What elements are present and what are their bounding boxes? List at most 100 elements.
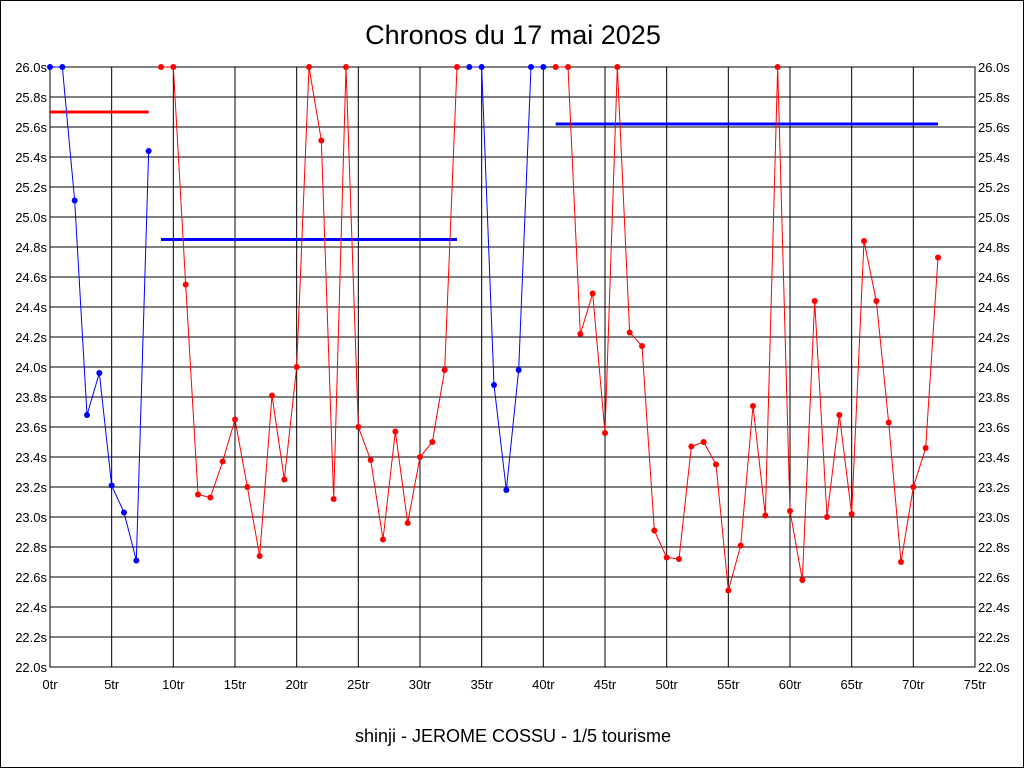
x-axis: 0tr 5tr 10tr 15tr 20tr 25tr 30tr 35tr 40tr 45tr 50… <box>42 677 986 692</box>
data-point <box>787 508 793 514</box>
data-point <box>219 458 226 465</box>
data-point <box>182 281 189 288</box>
data-point <box>343 64 349 70</box>
series-line <box>161 66 458 557</box>
chart-title: Chronos du 17 mai 2025 <box>365 20 661 50</box>
data-point <box>330 496 337 502</box>
x-tick-label: 20tr <box>285 677 308 692</box>
series-2 <box>158 64 460 559</box>
data-point <box>602 430 608 436</box>
data-point <box>244 484 251 490</box>
data-point <box>269 392 275 399</box>
data-point <box>207 494 214 501</box>
data-point <box>885 419 892 426</box>
data-point <box>935 254 941 261</box>
data-point <box>811 298 818 304</box>
x-tick-label: 35tr <box>470 677 493 692</box>
data-point <box>47 64 53 70</box>
y-tick-label-left: 24.8s <box>15 240 47 255</box>
y-tick-label-left: 25.4s <box>15 150 47 165</box>
x-tick-label: 55tr <box>717 677 740 692</box>
data-point <box>589 290 596 297</box>
data-point <box>861 238 867 244</box>
data-point <box>663 554 670 561</box>
x-tick-label: 75tr <box>964 677 987 692</box>
x-tick-label: 40tr <box>532 677 555 692</box>
y-axis-left: 22.0s 22.2s 22.4s 22.6s 22.8s 23.0s 23.2s 23.4s… <box>15 60 47 675</box>
y-tick-label-left: 25.2s <box>15 180 47 195</box>
data-point <box>195 491 201 498</box>
y-tick-label-right: 24.6s <box>978 270 1010 285</box>
data-point <box>515 367 522 373</box>
data-point <box>441 367 448 373</box>
y-tick-label-right: 23.6s <box>978 420 1010 435</box>
data-point <box>232 416 238 423</box>
data-point <box>774 64 781 70</box>
data-point <box>503 487 510 493</box>
y-tick-label-right: 25.0s <box>978 210 1010 225</box>
data-point <box>404 520 411 526</box>
y-tick-label-right: 23.0s <box>978 510 1010 525</box>
data-point <box>84 412 90 418</box>
y-tick-label-left: 26.0s <box>15 60 47 75</box>
data-point <box>651 527 658 534</box>
y-tick-label-left: 25.0s <box>15 210 47 225</box>
data-point <box>565 64 571 70</box>
data-point <box>306 64 312 70</box>
series-3 <box>466 64 547 493</box>
data-point <box>762 512 769 519</box>
data-point <box>799 577 806 583</box>
y-tick-label-left: 22.0s <box>15 660 47 675</box>
data-point <box>417 454 423 460</box>
y-tick-label-left: 23.6s <box>15 420 47 435</box>
series-1 <box>47 64 152 564</box>
y-tick-label-right: 24.8s <box>978 240 1010 255</box>
series-group <box>47 64 941 594</box>
data-point <box>293 364 300 370</box>
data-point <box>676 556 682 562</box>
x-tick-label: 25tr <box>347 677 370 692</box>
x-tick-label: 60tr <box>779 677 802 692</box>
data-point <box>639 343 645 349</box>
y-tick-label-right: 24.2s <box>978 330 1010 345</box>
data-point <box>725 587 732 594</box>
series-line <box>50 66 150 561</box>
average-lines <box>50 110 938 241</box>
x-tick-label: 10tr <box>162 677 185 692</box>
x-tick-label: 50tr <box>655 677 678 692</box>
x-tick-label: 0tr <box>42 677 58 692</box>
y-tick-label-left: 22.6s <box>15 570 47 585</box>
data-point <box>626 329 633 336</box>
y-tick-label-right: 25.6s <box>978 120 1010 135</box>
y-tick-label-right: 22.0s <box>978 660 1010 675</box>
y-tick-label-left: 24.6s <box>15 270 47 285</box>
y-tick-label-right: 25.4s <box>978 150 1010 165</box>
y-tick-label-left: 22.2s <box>15 630 47 645</box>
y-tick-label-right: 23.4s <box>978 450 1010 465</box>
data-point <box>873 298 880 304</box>
data-point <box>848 511 855 517</box>
series-line <box>555 66 939 591</box>
data-point <box>170 64 177 70</box>
y-tick-label-right: 22.2s <box>978 630 1010 645</box>
data-point <box>528 64 534 70</box>
y-tick-label-left: 24.0s <box>15 360 47 375</box>
y-tick-label-left: 25.6s <box>15 120 47 135</box>
chart-footer: shinji - JEROME COSSU - 1/5 tourisme <box>355 726 671 746</box>
data-point <box>700 439 707 445</box>
series-4 <box>552 64 941 594</box>
data-point <box>158 64 164 70</box>
data-point <box>256 553 263 559</box>
x-tick-label: 30tr <box>409 677 432 692</box>
data-point <box>898 559 904 565</box>
y-tick-label-right: 22.4s <box>978 600 1010 615</box>
y-tick-label-right: 24.0s <box>978 360 1010 375</box>
y-tick-label-right: 22.6s <box>978 570 1010 585</box>
y-tick-label-right: 23.2s <box>978 480 1010 495</box>
data-point <box>540 64 547 70</box>
x-tick-label: 65tr <box>840 677 863 692</box>
data-point <box>318 137 325 144</box>
y-tick-label-right: 22.8s <box>978 540 1010 555</box>
